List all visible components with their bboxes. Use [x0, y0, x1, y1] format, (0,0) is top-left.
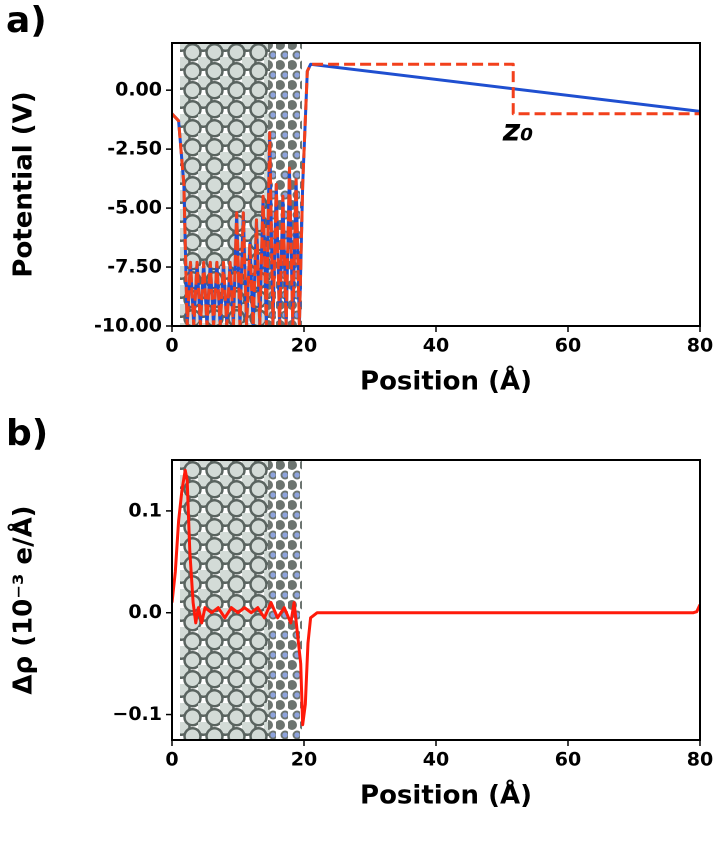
x-tick-label: 20 [291, 749, 317, 771]
plot-area [172, 62, 700, 326]
y-tick-label: -2.50 [107, 138, 162, 160]
y-tick-label: −0.1 [112, 703, 162, 725]
x-tick-label: 40 [423, 335, 449, 357]
slab-image [180, 43, 302, 740]
axes-frame [171, 42, 701, 327]
y-tick-label: 0.1 [128, 499, 162, 521]
data-line [172, 468, 700, 727]
x-tick-label: 0 [165, 335, 178, 357]
x-axis-label: Position (Å) [360, 779, 532, 811]
y-tick-label: -5.00 [107, 197, 162, 219]
y-tick-label: 0.00 [115, 79, 162, 101]
x-tick-label: 60 [555, 749, 581, 771]
x-tick-label: 0 [165, 749, 178, 771]
x-tick-label: 80 [687, 749, 713, 771]
y-axis-label: Potential (V) [9, 91, 39, 277]
annotation: z₀ [502, 114, 534, 149]
x-tick-label: 60 [555, 335, 581, 357]
x-tick-label: 20 [291, 335, 317, 357]
plot-area [172, 468, 700, 727]
data-line [172, 62, 700, 326]
x-tick-label: 40 [423, 749, 449, 771]
y-tick-label: 0.0 [128, 601, 162, 623]
y-axis-label: Δρ (10⁻³ e/Å) [7, 505, 39, 694]
y-tick-label: -7.50 [107, 256, 162, 278]
axes-frame [171, 459, 701, 741]
y-tick-label: -10.00 [94, 315, 162, 337]
x-tick-label: 80 [687, 335, 713, 357]
panel-label: b) [6, 413, 48, 454]
x-axis-label: Position (Å) [360, 365, 532, 397]
panel-label: a) [6, 0, 47, 41]
